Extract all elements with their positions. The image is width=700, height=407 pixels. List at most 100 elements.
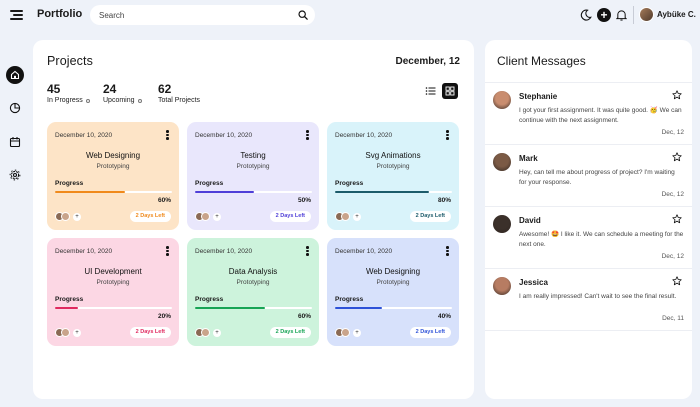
avatar bbox=[493, 153, 511, 171]
sidebar-item-settings[interactable] bbox=[6, 166, 24, 184]
avatar bbox=[201, 212, 210, 221]
sidebar-item-home[interactable] bbox=[6, 66, 24, 84]
sidebar-item-reports[interactable] bbox=[6, 99, 24, 117]
message-text: Hey, can tell me about progress of proje… bbox=[519, 169, 675, 186]
stat-in-progress: 45 In Progress bbox=[47, 82, 90, 105]
avatar bbox=[201, 328, 210, 337]
project-card[interactable]: December 10, 2020 UI Development Prototypi… bbox=[47, 238, 179, 346]
message-text: Awesome! 🤩 I like it. We can schedule a … bbox=[519, 231, 684, 248]
add-button[interactable]: + bbox=[597, 8, 611, 22]
message-sender: Mark bbox=[519, 154, 538, 163]
message-item[interactable]: Jessica I am really impressed! Can't wait… bbox=[485, 269, 692, 331]
progress-percent: 20% bbox=[157, 313, 171, 320]
user-avatar[interactable] bbox=[639, 7, 654, 22]
progress-label: Progress bbox=[335, 180, 364, 187]
status-dot-icon bbox=[137, 98, 142, 103]
avatar bbox=[61, 212, 70, 221]
more-options-icon[interactable] bbox=[446, 246, 449, 256]
avatar bbox=[341, 328, 350, 337]
more-options-icon[interactable] bbox=[166, 246, 169, 256]
list-view-icon[interactable] bbox=[424, 84, 438, 98]
progress-percent: 80% bbox=[437, 197, 451, 204]
stat-upcoming: 24 Upcoming bbox=[103, 82, 142, 105]
avatar bbox=[493, 91, 511, 109]
message-date: Dec, 11 bbox=[662, 315, 684, 322]
project-card[interactable]: December 10, 2020 Web Designing Prototypin… bbox=[327, 238, 459, 346]
project-title: Web Designing bbox=[85, 151, 141, 160]
sidebar-item-calendar[interactable] bbox=[6, 133, 24, 151]
grid-view-icon bbox=[445, 86, 455, 96]
more-options-icon[interactable] bbox=[446, 130, 449, 140]
more-options-icon[interactable] bbox=[306, 130, 309, 140]
search-input[interactable] bbox=[99, 8, 279, 22]
header-divider bbox=[633, 6, 634, 24]
project-title: UI Development bbox=[84, 267, 142, 276]
projects-title: Projects bbox=[47, 54, 93, 68]
message-text: I got your first assignment. It was quit… bbox=[519, 107, 682, 124]
project-card[interactable]: December 10, 2020 Testing Prototyping Progr… bbox=[187, 122, 319, 230]
stat-value: 24 bbox=[103, 82, 117, 96]
project-date: December 10, 2020 bbox=[195, 248, 253, 255]
search-bar[interactable] bbox=[90, 5, 315, 25]
projects-panel: Projects December, 12 45 In Progress 24 … bbox=[33, 40, 474, 399]
progress-fill bbox=[55, 191, 126, 193]
days-left-badge: 2 Days Left bbox=[409, 327, 451, 338]
progress-track bbox=[195, 307, 312, 309]
avatar bbox=[61, 328, 70, 337]
status-dot-icon bbox=[85, 98, 90, 103]
grid-view-button[interactable] bbox=[442, 83, 458, 99]
menu-icon[interactable] bbox=[10, 9, 23, 21]
star-icon[interactable] bbox=[672, 276, 682, 286]
project-card[interactable]: December 10, 2020 Data Analysis Prototypin… bbox=[187, 238, 319, 346]
progress-track bbox=[195, 191, 312, 193]
progress-percent: 40% bbox=[437, 313, 451, 320]
more-options-icon[interactable] bbox=[306, 246, 309, 256]
star-icon[interactable] bbox=[672, 214, 682, 224]
more-options-icon[interactable] bbox=[166, 130, 169, 140]
bell-icon[interactable] bbox=[616, 9, 627, 21]
progress-label: Progress bbox=[335, 296, 364, 303]
progress-percent: 60% bbox=[157, 197, 171, 204]
project-title: Svg Animations bbox=[365, 151, 421, 160]
avatar bbox=[341, 212, 350, 221]
add-member-icon[interactable]: + bbox=[213, 329, 221, 337]
progress-percent: 50% bbox=[297, 197, 311, 204]
search-icon[interactable] bbox=[298, 10, 308, 20]
message-item[interactable]: Mark Hey, can tell me about progress of p… bbox=[485, 145, 692, 207]
progress-fill bbox=[55, 307, 79, 309]
project-title: Web Designing bbox=[365, 267, 421, 276]
message-date: Dec, 12 bbox=[661, 253, 684, 260]
progress-label: Progress bbox=[55, 180, 84, 187]
moon-icon[interactable] bbox=[580, 9, 592, 21]
progress-track bbox=[55, 191, 172, 193]
add-member-icon[interactable]: + bbox=[353, 213, 361, 221]
project-subtitle: Prototyping bbox=[96, 279, 130, 286]
message-sender: David bbox=[519, 216, 541, 225]
project-date: December 10, 2020 bbox=[195, 132, 253, 139]
days-left-badge: 2 Days Left bbox=[269, 327, 311, 338]
days-left-badge: 2 Days Left bbox=[129, 327, 171, 338]
project-subtitle: Prototyping bbox=[376, 163, 410, 170]
message-item[interactable]: Stephanie I got your first assignment. It… bbox=[485, 83, 692, 145]
add-member-icon[interactable]: + bbox=[73, 329, 81, 337]
divider bbox=[485, 82, 692, 83]
star-icon[interactable] bbox=[672, 152, 682, 162]
message-text: I am really impressed! Can't wait to see… bbox=[519, 293, 677, 300]
project-card[interactable]: December 10, 2020 Svg Animations Prototypi… bbox=[327, 122, 459, 230]
user-name[interactable]: Aybüke C. bbox=[657, 10, 696, 19]
star-icon[interactable] bbox=[672, 90, 682, 100]
message-sender: Jessica bbox=[519, 278, 548, 287]
add-member-icon[interactable]: + bbox=[213, 213, 221, 221]
project-card[interactable]: December 10, 2020 Web Designing Prototypin… bbox=[47, 122, 179, 230]
message-item[interactable]: David Awesome! 🤩 I like it. We can schedu… bbox=[485, 207, 692, 269]
days-left-badge: 2 Days Left bbox=[129, 211, 171, 222]
avatar bbox=[493, 277, 511, 295]
days-left-badge: 2 Days Left bbox=[409, 211, 451, 222]
project-subtitle: Prototyping bbox=[376, 279, 410, 286]
progress-track bbox=[335, 307, 452, 309]
message-date: Dec, 12 bbox=[661, 191, 684, 198]
message-sender: Stephanie bbox=[519, 92, 558, 101]
add-member-icon[interactable]: + bbox=[73, 213, 81, 221]
messages-title: Client Messages bbox=[497, 54, 586, 68]
add-member-icon[interactable]: + bbox=[353, 329, 361, 337]
